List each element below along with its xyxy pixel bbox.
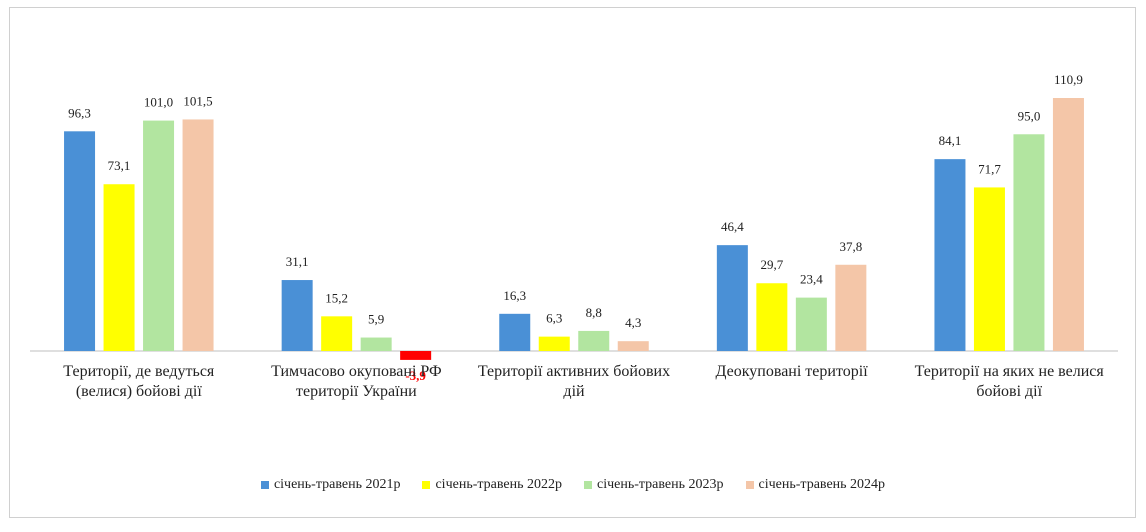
- value-label: -3,9: [405, 368, 426, 383]
- legend-item: січень-травень 2023р: [584, 477, 724, 493]
- bar: [499, 313, 531, 351]
- bar: [578, 330, 610, 351]
- value-label: 110,9: [1054, 72, 1083, 87]
- legend-label: січень-травень 2022р: [435, 477, 562, 492]
- bar: [64, 131, 96, 351]
- value-label: 71,7: [978, 161, 1001, 176]
- legend-label: січень-травень 2024р: [758, 477, 886, 492]
- bar: [1013, 134, 1045, 351]
- bar: [143, 120, 175, 352]
- value-label: 5,9: [368, 312, 384, 327]
- x-tick-label: Деокуповані території: [715, 363, 868, 380]
- legend-label: січень-травень 2021р: [273, 477, 401, 492]
- value-label: 29,7: [760, 257, 783, 272]
- bar: [716, 245, 748, 351]
- legend-label: січень-травень 2023р: [597, 477, 724, 492]
- bar: [400, 351, 432, 360]
- bar: [756, 283, 788, 351]
- bar: [182, 119, 214, 351]
- legend-swatch: [260, 481, 269, 489]
- legend-swatch: [584, 481, 592, 489]
- value-label: 6,3: [546, 311, 562, 326]
- value-label: 37,8: [839, 239, 862, 254]
- bar: [617, 341, 649, 351]
- x-tick-label: Території на яких не велися бойові дії: [914, 363, 1104, 400]
- bar: [934, 159, 966, 351]
- value-label: 15,2: [325, 290, 348, 305]
- value-label: 23,4: [800, 272, 823, 287]
- bar: [321, 316, 353, 351]
- legend: січень-травень 2021р січень-травень 2022р…: [0, 477, 1146, 493]
- value-label: 101,5: [183, 93, 212, 108]
- bar: [1052, 98, 1084, 351]
- bar: [835, 264, 867, 351]
- value-label: 46,4: [721, 219, 744, 234]
- value-label: 16,3: [503, 288, 526, 303]
- value-label: 4,3: [625, 315, 641, 330]
- x-tick-label: Тимчасово окуповані РФ території України: [271, 363, 442, 400]
- bar: [281, 280, 313, 351]
- x-tick-label: Території, де ведуться (велися) бойові д…: [63, 363, 215, 400]
- bar: [360, 337, 392, 351]
- bar: [795, 297, 827, 351]
- legend-item: січень-травень 2021р: [260, 477, 401, 493]
- legend-swatch: [422, 481, 431, 489]
- value-label: 84,1: [939, 133, 962, 148]
- value-label: 101,0: [144, 95, 173, 110]
- chart-frame: [9, 7, 1136, 518]
- value-label: 95,0: [1018, 108, 1041, 123]
- value-label: 96,3: [68, 105, 91, 120]
- bar: [973, 187, 1005, 351]
- legend-item: січень-травень 2024р: [745, 477, 886, 493]
- x-tick-label: Території активних бойових дій: [477, 363, 671, 400]
- bar: [538, 336, 570, 351]
- value-label: 73,1: [108, 158, 131, 173]
- value-label: 8,8: [586, 305, 602, 320]
- legend-item: січень-травень 2022р: [422, 477, 562, 493]
- bar: [103, 184, 135, 351]
- value-label: 31,1: [286, 254, 309, 269]
- legend-swatch: [745, 481, 754, 489]
